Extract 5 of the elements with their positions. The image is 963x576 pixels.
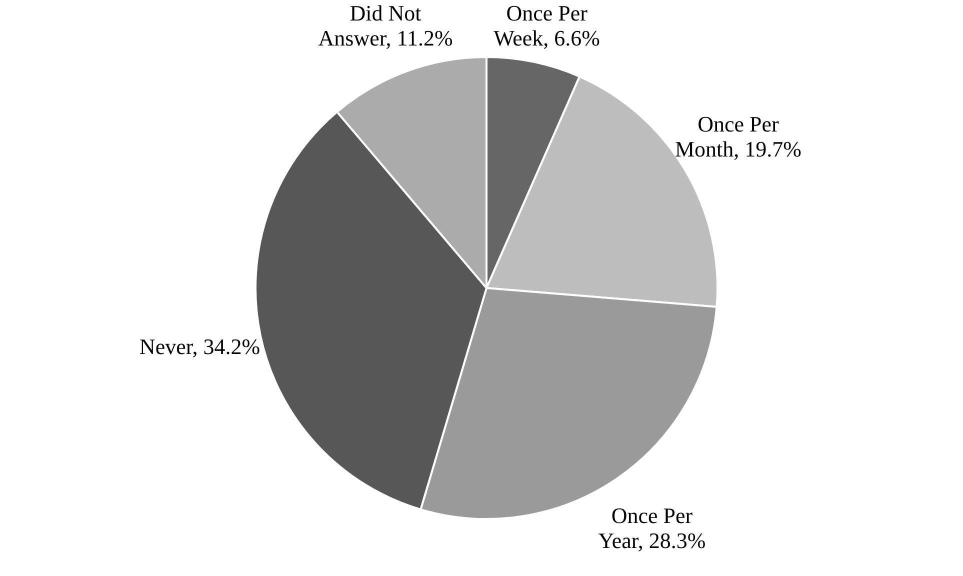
slice-label: Did Not Answer, 11.2% <box>318 0 453 50</box>
slice-label: Never, 34.2% <box>139 334 260 360</box>
slice-label: Once Per Year, 28.3% <box>598 503 706 554</box>
slice-label: Once Per Month, 19.7% <box>674 111 802 162</box>
slice-label: Once Per Week, 6.6% <box>494 0 600 50</box>
